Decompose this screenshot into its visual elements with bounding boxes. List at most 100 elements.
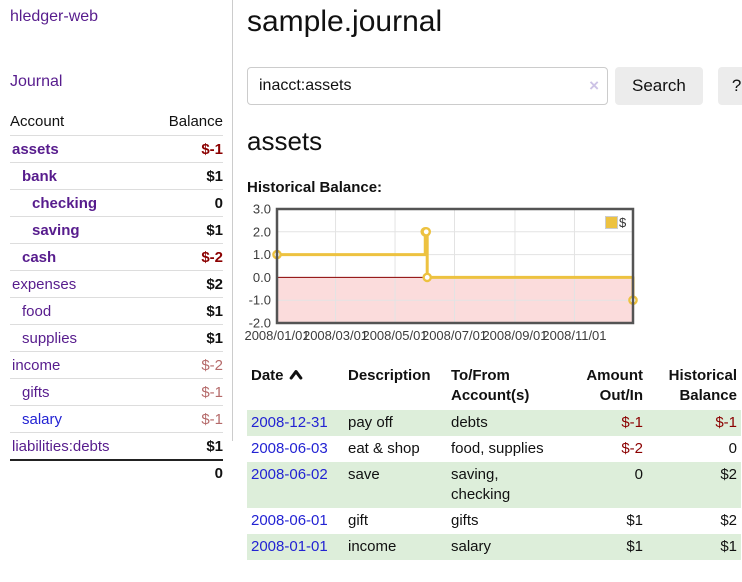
accounts-table: Account Balance assets $-1 bank $1 checking 0… (10, 108, 223, 486)
sidebar-account-link[interactable]: expenses (12, 275, 77, 293)
sidebar-account-link[interactable]: gifts (22, 383, 50, 401)
transaction-amount: 0 (634, 466, 643, 483)
svg-text:2008/11/01: 2008/11/01 (542, 328, 606, 343)
page-title: sample.journal (247, 5, 443, 38)
transaction-row: 2008-06-01 gift gifts $1 $2 (247, 508, 741, 534)
account-balance: $-2 (201, 356, 223, 374)
help-button[interactable]: ? (717, 67, 742, 105)
app-layout: hledger-web Journal Account Balance asse… (10, 0, 742, 560)
chart-legend: $ (605, 215, 626, 230)
account-row: cash $-2 (10, 243, 223, 270)
transaction-balance: 0 (728, 440, 737, 457)
account-balance: $1 (206, 329, 223, 347)
svg-text:2008/03/01: 2008/03/01 (303, 328, 368, 343)
account-row: supplies $1 (10, 324, 223, 351)
transaction-amount: $1 (626, 538, 643, 555)
sidebar-account-link[interactable]: salary (22, 410, 63, 428)
svg-text:2008/05/01: 2008/05/01 (362, 328, 427, 343)
account-balance: $-1 (201, 410, 223, 428)
account-row: income $-2 (10, 351, 223, 378)
transaction-accounts: saving, checking (451, 466, 511, 503)
search-button[interactable]: Search (615, 67, 703, 105)
search-input[interactable] (247, 67, 608, 105)
account-heading: assets (247, 126, 323, 156)
transaction-row: 2008-06-03 eat & shop food, supplies $-2 0 (247, 436, 741, 462)
transaction-row: 2008-01-01 income salary $1 $1 (247, 534, 741, 560)
chart-label: Historical Balance: (247, 179, 383, 196)
transaction-balance: $2 (720, 512, 737, 529)
transaction-date-link[interactable]: 2008-12-31 (251, 414, 328, 431)
accounts-column-header: To/From Account(s) (451, 367, 530, 404)
account-row: expenses $2 (10, 270, 223, 297)
account-row: salary $-1 (10, 405, 223, 432)
search-box: × (247, 67, 608, 105)
account-balance: $-2 (201, 248, 223, 266)
transaction-accounts: food, supplies (451, 440, 544, 457)
transaction-amount: $-2 (621, 440, 643, 457)
sidebar-account-link[interactable]: liabilities:debts (12, 437, 110, 455)
amount-column-header: Amount Out/In (586, 367, 643, 404)
account-row: food $1 (10, 297, 223, 324)
account-column-header: Account (10, 113, 65, 130)
transaction-date-link[interactable]: 2008-01-01 (251, 538, 328, 555)
sidebar-account-link[interactable]: food (22, 302, 52, 320)
transaction-row: 2008-06-02 save saving, checking 0 $2 (247, 462, 741, 508)
transaction-accounts: gifts (451, 512, 479, 529)
sidebar-account-link[interactable]: saving (32, 221, 80, 239)
accounts-rows: assets $-1 bank $1 checking 0 saving $1 cash $-2 e… (10, 135, 223, 459)
sidebar-item-journal[interactable]: Journal (10, 73, 63, 90)
account-balance: $1 (206, 302, 223, 320)
transaction-description: eat & shop (348, 440, 420, 457)
transaction-description: gift (348, 512, 369, 529)
transaction-accounts: debts (451, 414, 488, 431)
account-row: saving $1 (10, 216, 223, 243)
transaction-balance: $2 (720, 466, 737, 483)
account-balance: $-1 (201, 383, 223, 401)
clear-search-icon[interactable]: × (589, 76, 599, 95)
account-row: gifts $-1 (10, 378, 223, 405)
transaction-date-link[interactable]: 2008-06-02 (251, 466, 328, 483)
transaction-amount: $-1 (621, 414, 643, 431)
svg-text:1.0: 1.0 (253, 247, 271, 262)
transaction-row: 2008-12-31 pay off debts $-1 $-1 (247, 410, 741, 436)
transaction-description: save (348, 466, 380, 483)
account-balance: $-1 (201, 140, 223, 158)
account-balance: $1 (206, 437, 223, 455)
account-balance: $2 (206, 275, 223, 293)
accounts-table-header: Account Balance (10, 108, 223, 135)
sidebar-account-link[interactable]: checking (32, 194, 98, 212)
sidebar-account-link[interactable]: income (12, 356, 61, 374)
legend-swatch-icon (605, 216, 618, 229)
svg-text:3.0: 3.0 (253, 202, 271, 217)
transaction-date-link[interactable]: 2008-06-03 (251, 440, 328, 457)
account-row: bank $1 (10, 162, 223, 189)
transaction-date-link[interactable]: 2008-06-01 (251, 512, 328, 529)
legend-label: $ (619, 215, 627, 230)
transaction-description: pay off (348, 414, 393, 431)
transaction-description: income (348, 538, 397, 555)
accounts-total-row: 0 (10, 459, 223, 486)
accounts-total-value: 0 (214, 465, 223, 482)
register-header-row: Date Description To/From Account(s) Amou… (247, 364, 741, 410)
sidebar-account-link[interactable]: assets (12, 140, 59, 158)
svg-text:2008/09/01: 2008/09/01 (482, 328, 547, 343)
account-row: liabilities:debts $1 (10, 432, 223, 459)
register-table: Date Description To/From Account(s) Amou… (247, 364, 741, 560)
sidebar-account-link[interactable]: supplies (22, 329, 78, 347)
balance-chart-canvas: 3.0 2.0 1.0 0.0 -1.0 -2.02008/01/012008/03/01… (244, 202, 638, 343)
account-balance: 0 (214, 194, 223, 212)
sidebar-account-link[interactable]: cash (22, 248, 57, 266)
transaction-accounts: salary (451, 538, 492, 555)
search-form: × Search ? (247, 67, 742, 105)
date-column-header[interactable]: Date (247, 364, 344, 410)
svg-text:-1.0: -1.0 (249, 293, 271, 308)
balance-column-header: Balance (168, 113, 223, 130)
svg-text:2008/07/01: 2008/07/01 (422, 328, 487, 343)
svg-text:0.0: 0.0 (253, 270, 271, 285)
sidebar-account-link[interactable]: bank (22, 167, 58, 185)
app-brand-link[interactable]: hledger-web (10, 8, 99, 25)
svg-text:2008/01/01: 2008/01/01 (244, 328, 309, 343)
svg-text:-2.0: -2.0 (249, 316, 271, 331)
main-content: sample.journal × Search ? assets Histori… (233, 0, 742, 560)
svg-text:2.0: 2.0 (253, 224, 271, 239)
